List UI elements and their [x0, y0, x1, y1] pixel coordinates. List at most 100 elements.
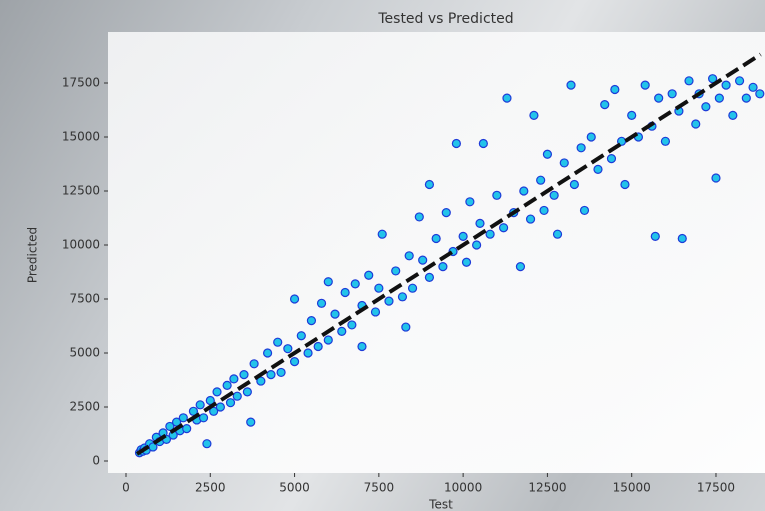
reference-line	[135, 52, 762, 456]
point	[741, 93, 751, 103]
point	[239, 369, 249, 380]
point	[650, 231, 660, 241]
point	[600, 99, 610, 110]
point	[755, 89, 765, 99]
point	[579, 205, 590, 216]
point	[414, 212, 424, 222]
y-tick-label: 5000	[69, 345, 100, 359]
point	[212, 387, 222, 397]
point	[377, 229, 387, 239]
point	[701, 102, 711, 112]
point	[691, 119, 701, 129]
point	[262, 348, 273, 358]
point	[256, 376, 266, 386]
point	[283, 344, 293, 354]
point	[357, 341, 367, 352]
point	[178, 413, 188, 423]
point	[266, 369, 276, 380]
point	[391, 266, 401, 276]
y-axis-label: Predicted	[26, 227, 40, 283]
point	[502, 93, 512, 103]
point	[195, 400, 205, 410]
point	[404, 251, 414, 261]
y-tick-label: 12500	[62, 183, 100, 197]
point	[529, 110, 539, 120]
point	[303, 348, 313, 358]
point	[498, 223, 509, 233]
point	[552, 229, 563, 239]
point	[475, 218, 485, 228]
point	[728, 110, 738, 120]
point	[374, 283, 384, 293]
point	[492, 190, 502, 200]
point	[536, 175, 546, 185]
point	[182, 423, 192, 434]
point	[215, 402, 225, 412]
x-axis-label: Test	[428, 498, 453, 511]
point	[418, 255, 428, 265]
point	[734, 76, 745, 86]
point	[539, 205, 549, 216]
point	[313, 341, 323, 352]
point	[370, 307, 381, 317]
point	[465, 197, 475, 207]
point	[431, 233, 441, 244]
point	[384, 296, 394, 306]
x-tick-label: 0	[122, 481, 130, 495]
point	[202, 439, 212, 449]
point	[569, 179, 579, 190]
point	[424, 272, 435, 282]
point	[306, 315, 317, 326]
point	[273, 337, 283, 347]
chart-title: Tested vs Predicted	[377, 11, 513, 27]
point	[198, 413, 209, 423]
point	[472, 240, 482, 250]
point	[627, 110, 637, 120]
point	[242, 387, 252, 397]
point	[677, 233, 687, 244]
point	[350, 279, 360, 289]
point	[566, 80, 576, 90]
x-tick-label: 7500	[364, 481, 395, 495]
point	[684, 76, 694, 86]
point	[461, 257, 472, 267]
plot-area	[108, 32, 765, 473]
point	[525, 214, 536, 224]
point	[667, 89, 677, 99]
point	[610, 84, 620, 95]
point	[424, 179, 435, 190]
x-tick-label: 5000	[279, 481, 310, 495]
point	[229, 374, 239, 384]
point	[337, 326, 347, 336]
point	[542, 149, 553, 159]
point	[441, 207, 451, 218]
point	[654, 93, 664, 103]
point	[347, 320, 357, 330]
point	[606, 153, 617, 164]
point	[205, 395, 215, 406]
point	[340, 287, 350, 298]
point	[330, 309, 340, 319]
point	[438, 261, 448, 272]
point	[711, 173, 721, 183]
point	[714, 93, 724, 103]
point	[323, 277, 333, 287]
point	[660, 136, 671, 146]
point	[451, 138, 461, 149]
y-tick-label: 17500	[62, 75, 100, 89]
point	[401, 322, 411, 332]
point	[458, 231, 468, 241]
point	[188, 406, 199, 416]
point	[640, 80, 650, 90]
point	[316, 298, 327, 308]
point	[559, 158, 569, 168]
point	[225, 398, 236, 408]
point	[549, 190, 559, 200]
point	[515, 261, 526, 272]
point	[478, 138, 488, 149]
point	[364, 270, 374, 280]
x-tick-label: 15000	[613, 481, 651, 495]
y-tick-label: 15000	[62, 129, 100, 143]
